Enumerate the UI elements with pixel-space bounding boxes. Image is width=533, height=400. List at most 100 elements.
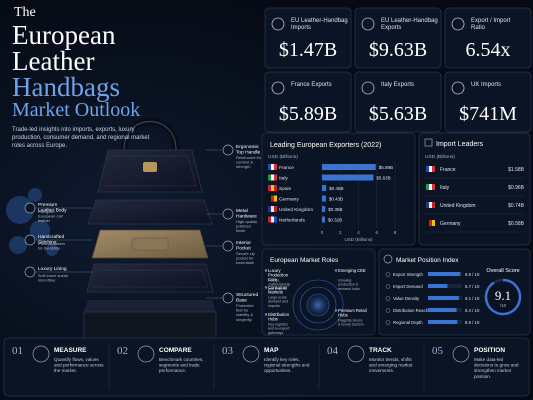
feature-title: Handcrafted Stitching <box>38 234 64 246</box>
category-label: Spain <box>279 186 292 192</box>
kpi-value: $741M <box>459 103 517 125</box>
bar <box>322 164 376 170</box>
feature-icon <box>222 292 234 304</box>
role-name: Consumer Markets <box>268 285 288 295</box>
import-value: $0.74B <box>508 203 525 209</box>
title-line: European <box>12 20 116 50</box>
chart-subtitle: USD (Billions) <box>268 154 298 160</box>
flag <box>429 184 432 190</box>
x-tick-label: 4 <box>357 230 360 235</box>
overall-title: Overall Score <box>486 268 519 274</box>
flag <box>274 174 277 181</box>
step-title: POSITION <box>474 347 505 354</box>
feature-icon <box>222 144 234 156</box>
kpi-label: EU Leather-Handbag Imports <box>291 18 348 31</box>
x-tick-label: 0 <box>321 230 324 235</box>
panel-title: European Market Roles <box>270 257 339 264</box>
country-label: Italy <box>440 185 450 191</box>
country-label: Germany <box>440 221 461 227</box>
step-icon <box>242 345 260 363</box>
role-name: Distribution Hubs <box>268 312 290 322</box>
metric-name: Distribution Reach <box>393 308 429 313</box>
panel-title: Import Leaders <box>436 141 484 148</box>
index-icon <box>383 254 393 264</box>
score-bar <box>428 296 459 300</box>
value-label: $0.43B <box>329 197 343 202</box>
kpi-card <box>444 71 532 133</box>
step-number: 02 <box>117 345 128 357</box>
feature-text: Reinforced for comfort & strength <box>236 155 262 169</box>
flag <box>432 166 435 172</box>
chart-title: Leading European Exporters (2022) <box>270 142 381 149</box>
metric-name: Value Density <box>393 296 420 301</box>
kpi-card <box>444 7 532 69</box>
kpi-card <box>354 71 442 133</box>
flag <box>268 216 271 223</box>
flag <box>271 185 274 191</box>
flag <box>426 220 429 226</box>
metric-name: Export Strength <box>393 272 423 277</box>
import-value: $0.96B <box>508 185 525 191</box>
kpi-label: France Exports <box>291 82 332 88</box>
role-name: Premium Retail Hubs <box>338 308 367 318</box>
feature-icon <box>24 202 36 214</box>
panel-subtitle: USD (Billions) <box>425 154 455 160</box>
metric-icon <box>385 320 391 325</box>
step-number: 04 <box>327 345 339 357</box>
metric-name: Import Demand <box>393 284 423 289</box>
metric-name: Regional Depth <box>393 320 423 325</box>
flag <box>271 195 274 202</box>
feature-title: Luxury Lining <box>38 266 67 272</box>
flag <box>429 166 432 172</box>
flag <box>426 184 429 190</box>
kpi-value: $5.63B <box>369 103 427 125</box>
panel-title: Market Position Index <box>396 257 459 264</box>
value-label: $0.46B <box>329 186 343 191</box>
map-ring <box>292 279 344 331</box>
feature-icon <box>24 234 36 246</box>
feature-text: Protective feet for stability & longevity <box>236 303 255 322</box>
kpi-icon <box>271 81 285 95</box>
step-text: Benchmark countries, segments and trade pe… <box>159 357 203 373</box>
import-icon <box>424 138 433 147</box>
role-text: Growing production & demand hubs <box>338 279 360 291</box>
role-dot <box>264 286 268 289</box>
value-label: $5.89B <box>379 165 393 170</box>
step-icon <box>137 345 155 363</box>
feature-title: Metal Hardware <box>236 208 257 220</box>
bar <box>322 174 374 181</box>
country-label: United Kingdom <box>440 203 476 209</box>
flag <box>426 166 429 172</box>
flag <box>271 164 274 170</box>
flag <box>274 216 277 223</box>
flag <box>274 206 277 212</box>
feature-icon <box>24 266 36 278</box>
kpi-icon <box>451 17 465 31</box>
step-icon <box>452 345 470 363</box>
flag <box>274 164 277 170</box>
value-label: $5.63B <box>376 176 390 181</box>
step-text: Quantify flows, values and performance ac… <box>54 357 104 373</box>
kpi-icon <box>361 17 375 31</box>
title-line: Leather <box>12 46 94 76</box>
feature-text: Soft-touch suede microfiber <box>38 273 69 283</box>
category-label: Germany <box>279 197 299 203</box>
category-label: United Kingdom <box>279 207 313 213</box>
step-title: TRACK <box>369 347 392 354</box>
category-label: Netherlands <box>279 218 305 224</box>
score-bar <box>428 284 448 288</box>
flag <box>268 195 271 202</box>
category-label: Italy <box>279 176 288 182</box>
role-text: Large-scale demand and imports <box>268 296 288 308</box>
score-ring <box>484 278 522 316</box>
feature-title: Interior Pocket <box>236 240 251 252</box>
score-label: 9.5 / 10 <box>465 272 480 277</box>
kpi-icon <box>271 17 285 31</box>
step-number: 03 <box>222 345 234 357</box>
title-line: Market Outlook <box>12 99 140 121</box>
feature-title: Premium Leather Body <box>38 202 67 214</box>
score-label: 8.6 / 10 <box>465 320 480 325</box>
feature-title: Structured Base <box>236 292 258 304</box>
feature-text: High-quality polished finish <box>236 219 257 233</box>
